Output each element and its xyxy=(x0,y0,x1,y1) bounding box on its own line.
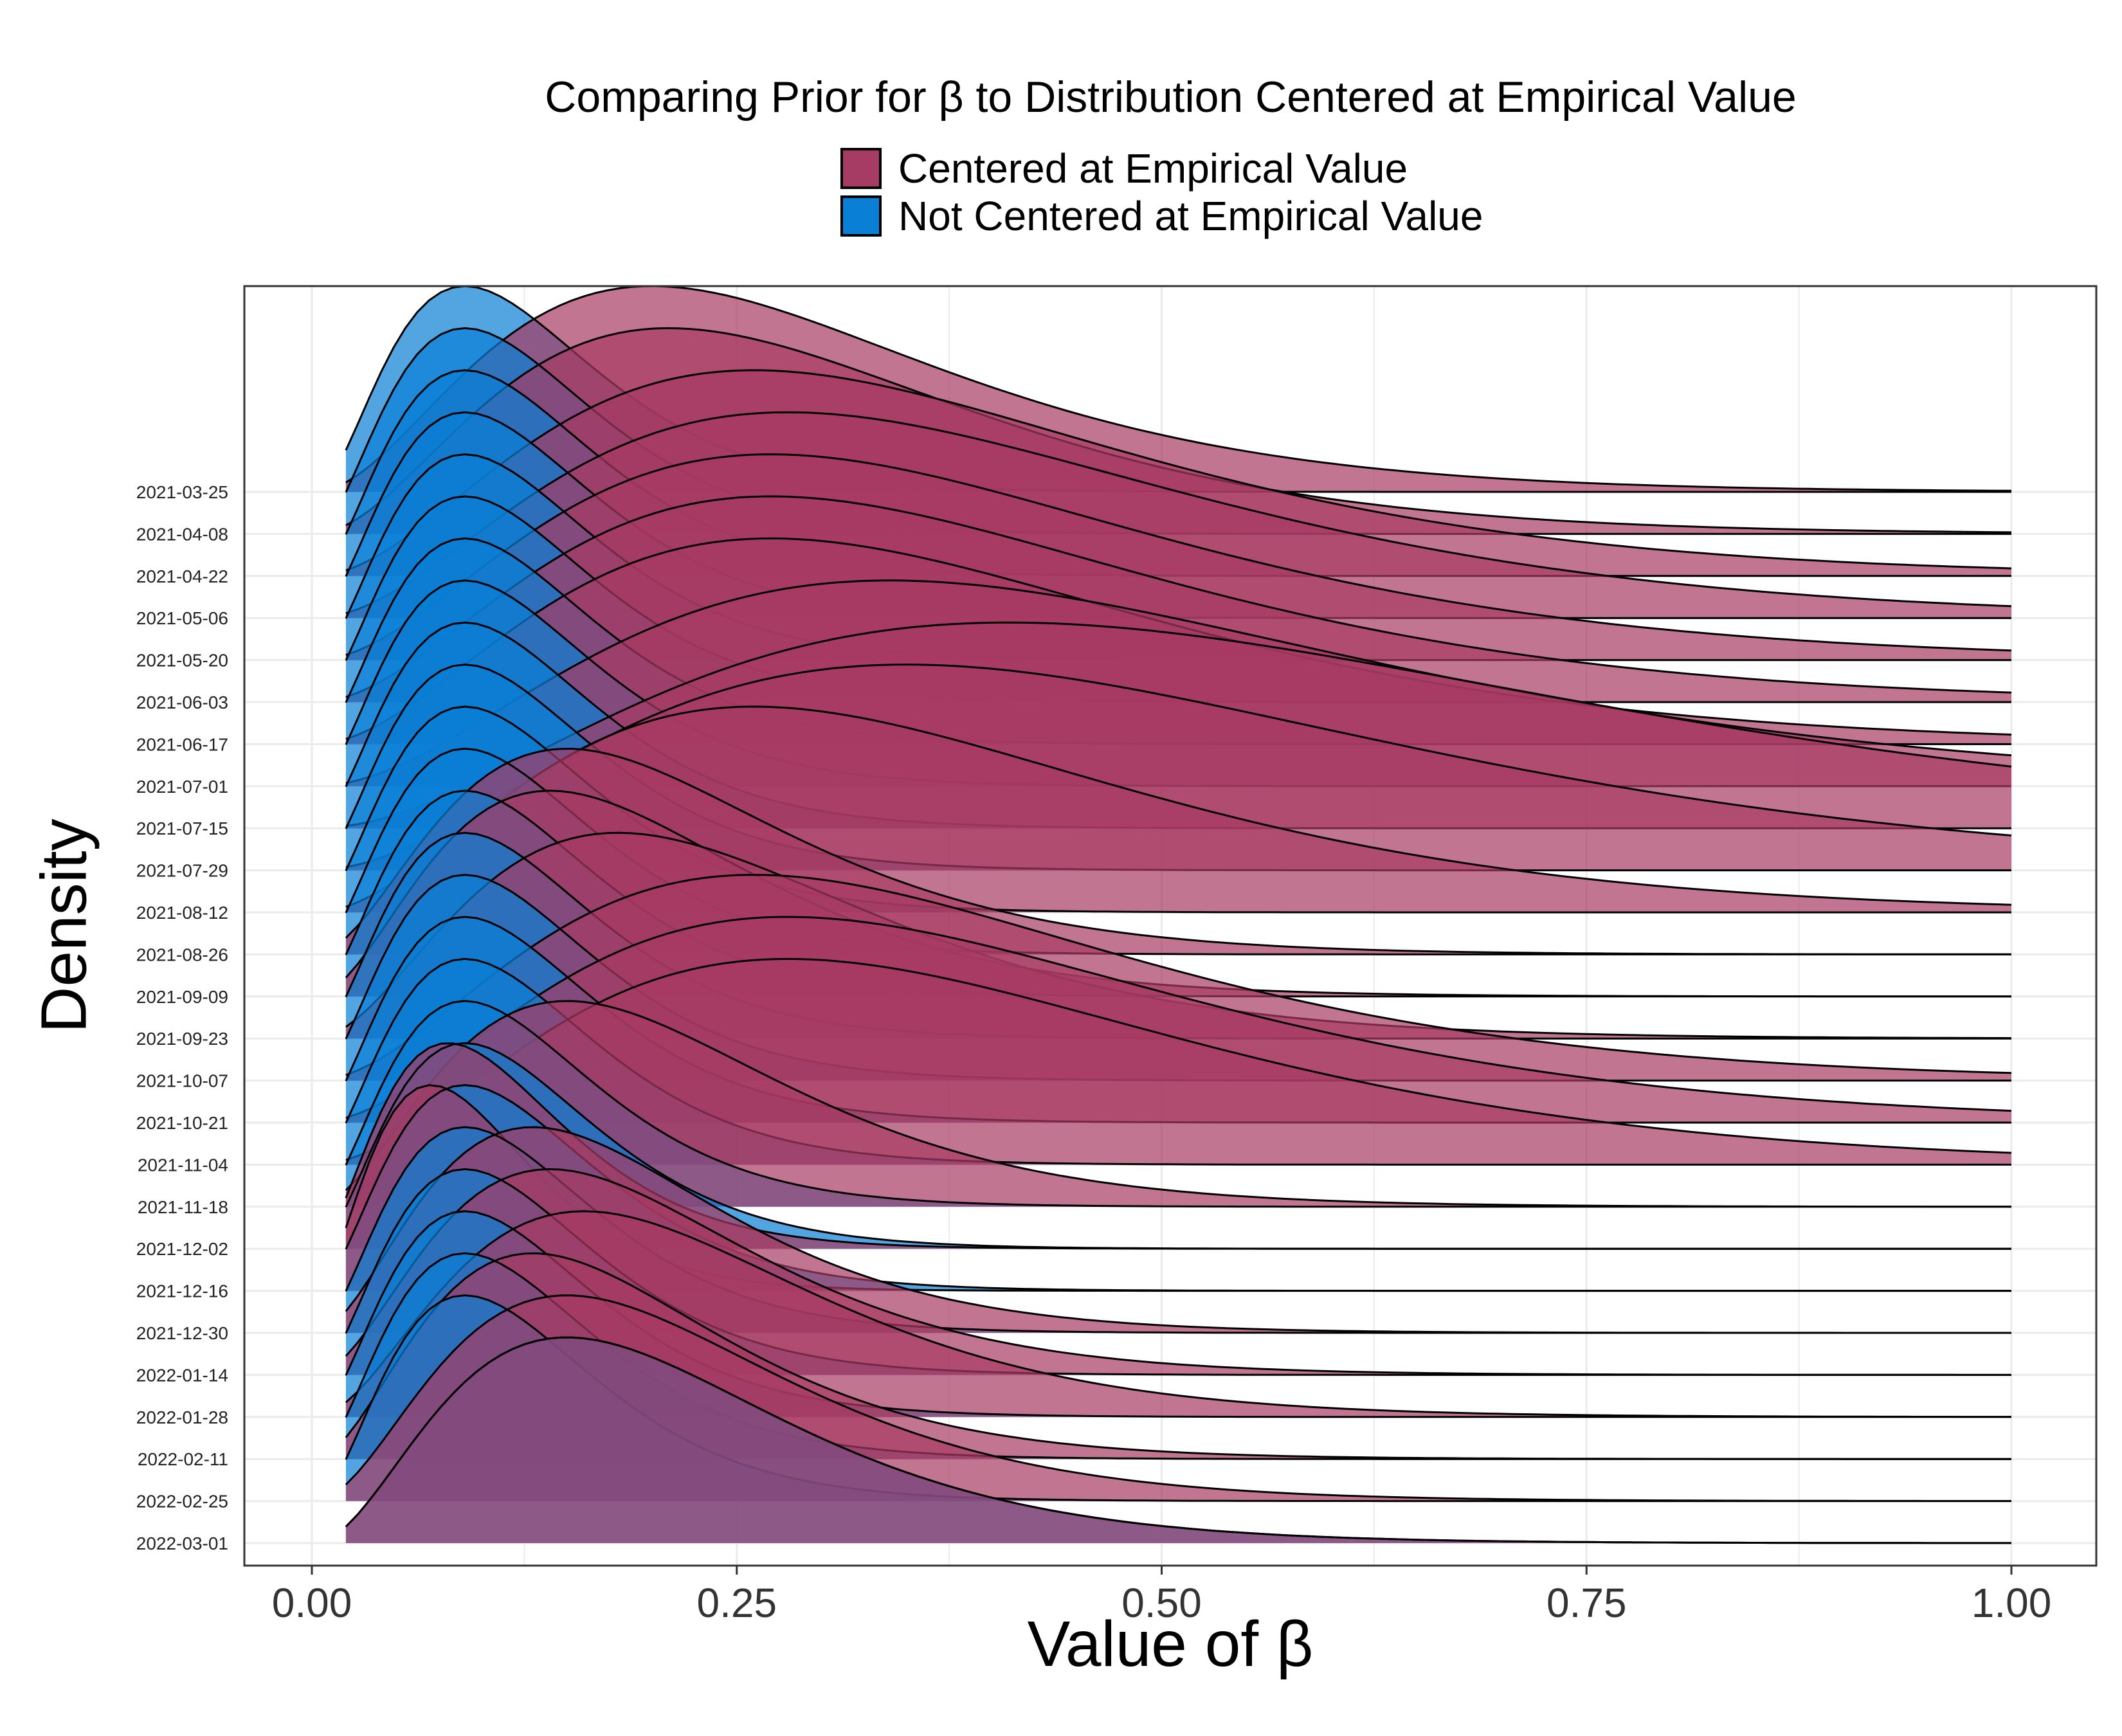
x-tick-label: 0.00 xyxy=(272,1580,352,1626)
y-tick-label: 2021-12-16 xyxy=(136,1281,228,1301)
y-tick-label: 2021-12-30 xyxy=(136,1323,228,1343)
legend-swatch-centered xyxy=(840,148,882,189)
y-tick-label: 2021-10-07 xyxy=(136,1071,228,1091)
ridge-outline-centered xyxy=(345,916,2012,1119)
y-tick-label: 2021-05-20 xyxy=(136,651,228,671)
x-tick-label: 0.25 xyxy=(696,1580,777,1626)
y-tick-label: 2022-01-14 xyxy=(136,1365,228,1385)
ridge-outline-centered xyxy=(345,957,2012,1161)
y-tick-label: 2021-12-02 xyxy=(136,1239,228,1259)
ridge-outline-centered xyxy=(345,579,2012,784)
ridge-outline-centered xyxy=(345,621,2012,827)
y-tick-label: 2021-08-26 xyxy=(136,945,228,964)
ridge-outline-centered xyxy=(345,285,2012,492)
ridge-outline-centered xyxy=(345,1000,2011,1208)
ridge-outline-centered xyxy=(345,705,2012,908)
y-tick-label: 2022-02-25 xyxy=(136,1492,228,1512)
legend-label-centered: Centered at Empirical Value xyxy=(898,145,1408,192)
y-tick-label: 2021-11-18 xyxy=(138,1197,228,1217)
ridge-outline-centered xyxy=(345,411,2012,615)
x-tick-labels: 0.00 0.25 0.50 0.75 1.00 xyxy=(272,1566,2052,1626)
ridge-centered xyxy=(345,1337,2012,1543)
y-tick-label: 2021-06-03 xyxy=(136,692,228,712)
x-tick-label: 0.75 xyxy=(1546,1580,1627,1626)
y-tick-label: 2021-11-04 xyxy=(138,1155,228,1175)
y-tick-label: 2021-07-29 xyxy=(136,861,228,881)
y-tick-label: 2021-07-01 xyxy=(136,777,228,797)
ridges xyxy=(345,285,2012,1544)
y-axis-label: Density xyxy=(28,818,100,1033)
y-tick-label: 2021-10-21 xyxy=(136,1113,228,1133)
ridge-outline-centered xyxy=(345,495,2012,698)
x-tick-label: 1.00 xyxy=(1972,1580,2052,1626)
ridge-outline-centered xyxy=(345,1294,2011,1502)
y-tick-label: 2021-04-22 xyxy=(136,566,228,586)
y-tick-label: 2022-03-01 xyxy=(136,1533,228,1553)
panel-border xyxy=(243,285,2098,1567)
y-tick-label: 2022-02-11 xyxy=(138,1449,228,1469)
ridge-outline-centered xyxy=(345,1336,2011,1544)
legend-label-not-centered: Not Centered at Empirical Value xyxy=(898,193,1483,239)
ridge-outline-centered xyxy=(345,1210,2011,1418)
y-tick-label: 2021-09-23 xyxy=(136,1029,228,1049)
y-tick-label: 2021-07-15 xyxy=(136,818,228,838)
y-tick-label: 2021-08-12 xyxy=(136,903,228,923)
ridge-row xyxy=(345,1336,2012,1544)
ridge-centered xyxy=(345,1000,2012,1207)
y-tick-label: 2021-09-09 xyxy=(136,987,228,1007)
ridge-outline-centered xyxy=(345,747,2011,955)
ridge-outline-centered xyxy=(345,1126,2011,1334)
ridge-outline-centered xyxy=(345,1252,2011,1460)
x-axis-label: Value of β xyxy=(1027,1608,1314,1680)
legend-item-centered: Centered at Empirical Value xyxy=(840,145,1483,192)
ridge-outline-centered xyxy=(345,453,2012,656)
y-tick-label: 2021-05-06 xyxy=(136,608,228,628)
x-tick-label: 0.50 xyxy=(1121,1580,1202,1626)
ridge-outline-centered xyxy=(345,369,2012,572)
chart-title: Comparing Prior for β to Distribution Ce… xyxy=(545,73,1797,122)
y-tick-label: 2021-04-08 xyxy=(136,524,228,544)
legend-swatch-not-centered xyxy=(840,195,882,237)
ridge-outline-centered xyxy=(345,1168,2011,1376)
ridge-outline-centered xyxy=(345,874,2012,1076)
legend: Centered at Empirical Value Not Centered… xyxy=(840,145,1483,240)
y-tick-label: 2022-01-28 xyxy=(136,1407,228,1427)
y-tick-label: 2021-06-17 xyxy=(136,734,228,754)
y-tick-label: 2021-03-25 xyxy=(136,482,228,502)
y-tick-labels: 2021-03-25 2021-04-08 2021-04-22 2021-05-06… xyxy=(136,482,228,1553)
legend-item-not-centered: Not Centered at Empirical Value xyxy=(840,192,1483,240)
